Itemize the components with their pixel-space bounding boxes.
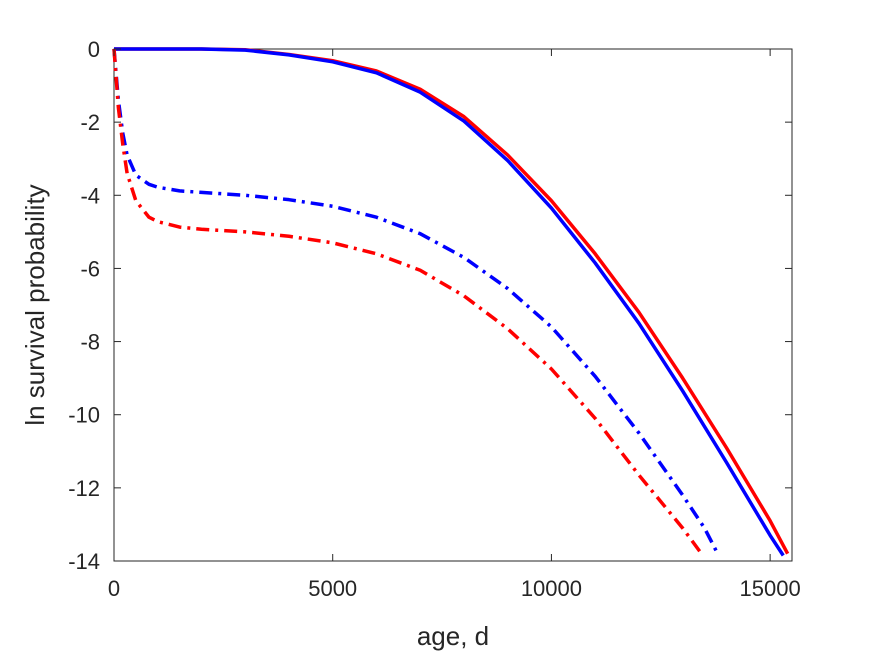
y-tick-label: -14 xyxy=(68,549,100,574)
series-line-2 xyxy=(114,47,785,557)
y-tick-label: -8 xyxy=(80,330,100,355)
y-tick-label: -12 xyxy=(68,476,100,501)
series-layer xyxy=(112,47,790,557)
axes-layer: 0 5000 10000 15000 0 -2 -4 -6 -8 -10 -12 -14 xyxy=(68,37,801,601)
x-tick-label: 0 xyxy=(108,576,120,601)
x-tick-label: 10000 xyxy=(521,576,582,601)
y-axis-label: ln survival probability xyxy=(20,184,50,425)
y-tick-label: -10 xyxy=(68,403,100,428)
series-line-4 xyxy=(112,48,702,553)
x-tick-label: 15000 xyxy=(740,576,801,601)
y-tick-label: -2 xyxy=(80,110,100,135)
series-line-3 xyxy=(112,48,720,555)
y-tick-label: 0 xyxy=(88,37,100,62)
plot-area xyxy=(113,48,793,562)
y-tick-label: -6 xyxy=(80,256,100,281)
x-tick-label: 5000 xyxy=(308,576,357,601)
x-axis-label: age, d xyxy=(417,621,489,651)
y-tick-label: -4 xyxy=(80,183,100,208)
